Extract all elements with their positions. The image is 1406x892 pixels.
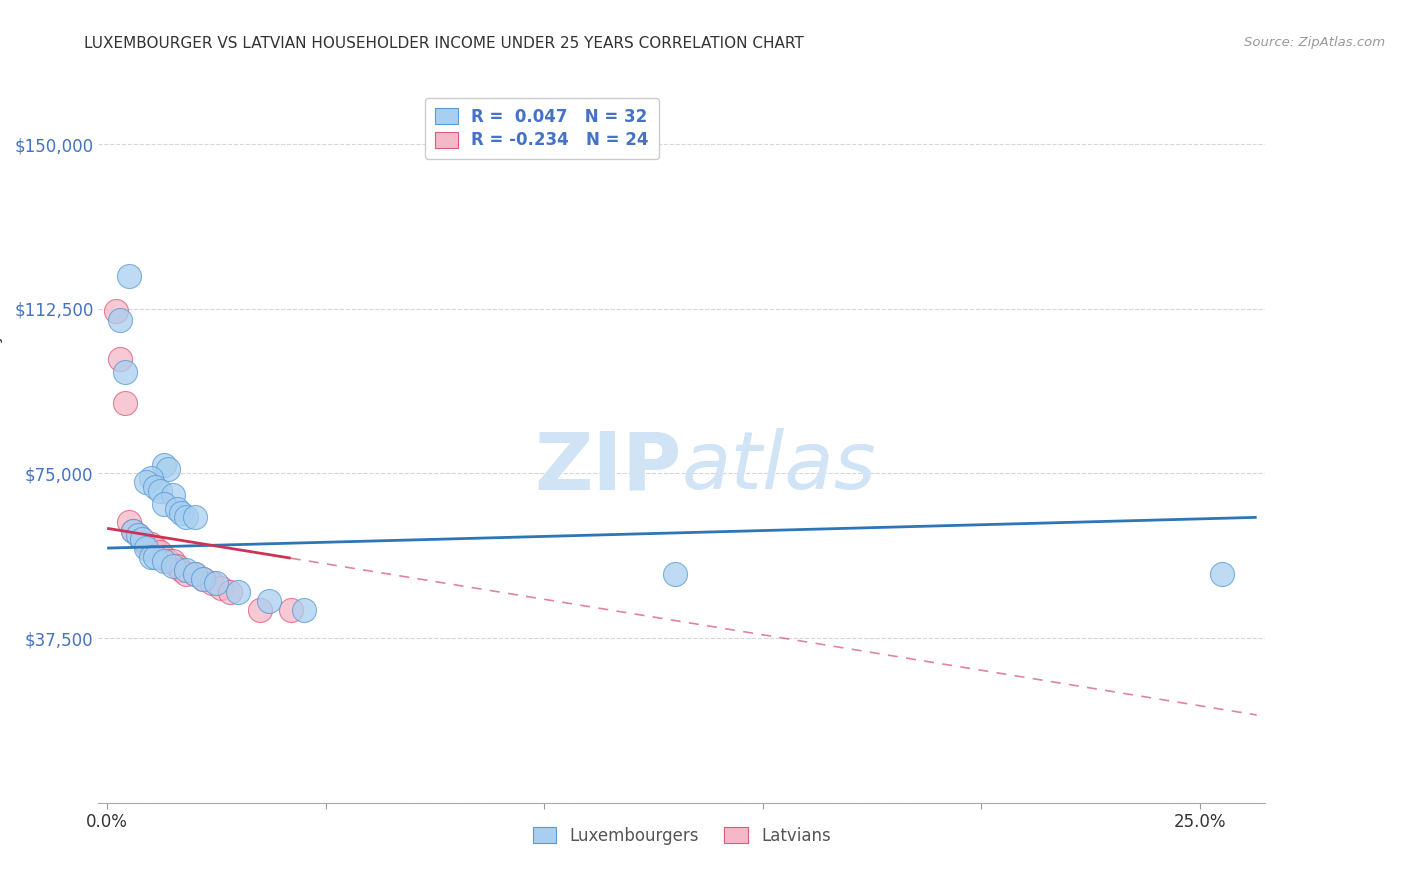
Point — [143, 549, 166, 564]
Point — [226, 585, 249, 599]
Point — [143, 480, 166, 494]
Point — [209, 581, 232, 595]
Point — [183, 567, 205, 582]
Point — [157, 462, 180, 476]
Point — [292, 602, 315, 616]
Point — [149, 545, 172, 559]
Point — [135, 537, 157, 551]
Point — [114, 396, 136, 410]
Point — [149, 483, 172, 498]
Point — [174, 563, 197, 577]
Point — [162, 558, 184, 573]
Point — [153, 458, 176, 472]
Point — [110, 352, 132, 367]
Point — [118, 268, 141, 283]
Point — [110, 312, 132, 326]
Point — [183, 567, 205, 582]
Point — [218, 585, 240, 599]
Point — [664, 567, 686, 582]
Point — [174, 510, 197, 524]
Point — [114, 366, 136, 380]
Point — [127, 528, 149, 542]
Point — [162, 488, 184, 502]
Point — [127, 528, 149, 542]
Point — [193, 572, 215, 586]
Point — [166, 501, 188, 516]
Text: LUXEMBOURGER VS LATVIAN HOUSEHOLDER INCOME UNDER 25 YEARS CORRELATION CHART: LUXEMBOURGER VS LATVIAN HOUSEHOLDER INCO… — [84, 36, 804, 51]
Point — [174, 567, 197, 582]
Point — [104, 304, 127, 318]
Point — [131, 533, 153, 547]
Point — [139, 537, 162, 551]
Text: ZIP: ZIP — [534, 428, 682, 507]
Point — [118, 515, 141, 529]
Point — [153, 554, 176, 568]
Point — [143, 541, 166, 555]
Point — [201, 576, 224, 591]
Point — [249, 602, 271, 616]
Point — [157, 554, 180, 568]
Point — [139, 471, 162, 485]
Point — [1211, 567, 1233, 582]
Point — [205, 576, 228, 591]
Point — [122, 524, 145, 538]
Y-axis label: Householder Income Under 25 years: Householder Income Under 25 years — [0, 299, 3, 593]
Point — [135, 475, 157, 490]
Point — [166, 558, 188, 573]
Point — [153, 549, 176, 564]
Point — [139, 549, 162, 564]
Point — [153, 497, 176, 511]
Point — [122, 524, 145, 538]
Point — [280, 602, 302, 616]
Point — [257, 594, 280, 608]
Point — [162, 554, 184, 568]
Point — [193, 572, 215, 586]
Point — [131, 533, 153, 547]
Point — [183, 510, 205, 524]
Point — [170, 563, 193, 577]
Legend: Luxembourgers, Latvians: Luxembourgers, Latvians — [526, 821, 838, 852]
Point — [170, 506, 193, 520]
Text: Source: ZipAtlas.com: Source: ZipAtlas.com — [1244, 36, 1385, 49]
Point — [135, 541, 157, 555]
Text: atlas: atlas — [682, 428, 877, 507]
